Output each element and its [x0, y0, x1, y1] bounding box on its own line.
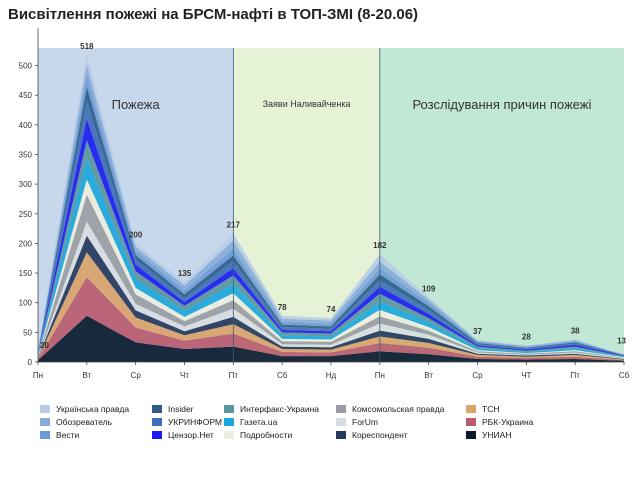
legend-swatch [466, 418, 476, 426]
x-tick-label: Ср [472, 371, 483, 380]
legend-swatch [336, 431, 346, 439]
x-tick-label: Сб [277, 371, 288, 380]
legend-label: Подробности [240, 430, 293, 440]
x-tick-label: Ср [131, 371, 142, 380]
data-label: 200 [129, 230, 143, 239]
x-tick-label: Сб [619, 371, 630, 380]
legend-label: Комсомольская правда [352, 404, 445, 414]
data-label: 182 [373, 241, 387, 250]
legend-item: Кореспондент [336, 430, 408, 440]
legend-item: ForUm [336, 417, 378, 427]
legend-item: Подробности [224, 430, 292, 440]
y-tick-label: 0 [28, 358, 33, 367]
y-axis: 0 50 100 150 200 250 300 350 400 450 500 [19, 28, 39, 367]
legend-swatch [466, 405, 476, 413]
data-label: 74 [327, 305, 336, 314]
x-tick-label: Нд [326, 371, 337, 380]
y-tick-label: 100 [19, 299, 33, 308]
legend-swatch [152, 405, 162, 413]
legend-swatch [336, 418, 346, 426]
legend-item: РБК-Украина [466, 417, 533, 427]
legend-item: УКРИНФОРМ [152, 417, 222, 427]
legend-label: Insider [168, 404, 194, 414]
legend-label: РБК-Украина [482, 417, 534, 427]
data-label: 28 [522, 332, 531, 341]
legend-label: УНИАН [482, 430, 512, 440]
legend-item: Интерфакс-Украина [224, 404, 319, 414]
legend-swatch [152, 431, 162, 439]
legend-label: Интерфакс-Украина [240, 404, 320, 414]
x-tick-label: Вт [82, 371, 91, 380]
y-tick-label: 450 [19, 91, 33, 100]
legend-item: Газета.ua [224, 417, 277, 427]
y-tick-label: 250 [19, 210, 33, 219]
x-tick-label: Пн [375, 371, 385, 380]
data-label: 37 [473, 327, 482, 336]
y-tick-label: 200 [19, 239, 33, 248]
legend-swatch [224, 431, 234, 439]
area-series [38, 315, 624, 362]
x-tick-label: ЧТ [521, 371, 531, 380]
phase-labels: Пожежа Заяви Наливайченка Розслідування пр… [112, 97, 592, 112]
legend-label: ТСН [482, 404, 500, 414]
x-tick-label: Пт [229, 371, 239, 380]
legend-swatch [40, 405, 50, 413]
data-label: 38 [571, 326, 580, 335]
legend-label: Цензор.Нет [168, 430, 214, 440]
y-tick-label: 50 [23, 328, 32, 337]
legend-item: УНИАН [466, 430, 511, 440]
legend-label: Газета.ua [240, 417, 278, 427]
legend-item: ТСН [466, 404, 499, 414]
legend-label: Українська правда [56, 404, 130, 414]
data-labels: 20 518 200 135 217 78 74 182 109 37 28 38 13 [40, 42, 627, 350]
legend-item: Вести [40, 430, 79, 440]
legend-item: Insider [152, 404, 194, 414]
y-tick-label: 300 [19, 180, 33, 189]
legend-label: Кореспондент [352, 430, 408, 440]
phase-label: Заяви Наливайченка [263, 99, 351, 109]
y-tick-label: 150 [19, 269, 33, 278]
legend-item: Обозреватель [40, 417, 112, 427]
x-tick-label: Пн [33, 371, 43, 380]
legend-swatch [466, 431, 476, 439]
phase-label: Розслідування причин пожежі [412, 97, 591, 112]
legend-swatch [40, 431, 50, 439]
legend-swatch [336, 405, 346, 413]
data-label: 217 [227, 220, 241, 229]
legend-label: Обозреватель [56, 417, 113, 427]
legend-item: Цензор.Нет [152, 430, 214, 440]
stacked-area-chart: Пожежа Заяви Наливайченка Розслідування пр… [19, 28, 630, 380]
x-tick-label: Пт [570, 371, 580, 380]
data-label: 135 [178, 269, 192, 278]
y-tick-label: 500 [19, 62, 33, 71]
phase-dividers [232, 48, 381, 362]
legend-swatch [224, 418, 234, 426]
phase-label: Пожежа [112, 97, 161, 112]
legend-swatch [40, 418, 50, 426]
data-label: 78 [278, 303, 287, 312]
legend-item: Українська правда [40, 404, 129, 414]
series-areas [38, 53, 624, 362]
legend-item: Комсомольская правда [336, 404, 444, 414]
data-label: 518 [80, 42, 94, 51]
legend-swatch [224, 405, 234, 413]
legend-label: УКРИНФОРМ [168, 417, 222, 427]
data-label: 13 [617, 336, 626, 345]
y-tick-label: 400 [19, 121, 33, 130]
legend-label: ForUm [352, 417, 378, 427]
data-label: 109 [422, 284, 436, 293]
data-label: 20 [40, 341, 49, 350]
x-tick-label: Вт [424, 371, 433, 380]
y-tick-label: 350 [19, 151, 33, 160]
legend-swatch [152, 418, 162, 426]
x-axis: Пн Вт Ср Чт Пт Сб Нд Пн Вт Ср ЧТ Пт Сб [33, 361, 630, 380]
x-tick-label: Чт [180, 371, 189, 380]
legend-label: Вести [56, 430, 80, 440]
chart-title: Висвітлення пожежі на БРСМ-нафті в ТОП-З… [8, 6, 419, 23]
